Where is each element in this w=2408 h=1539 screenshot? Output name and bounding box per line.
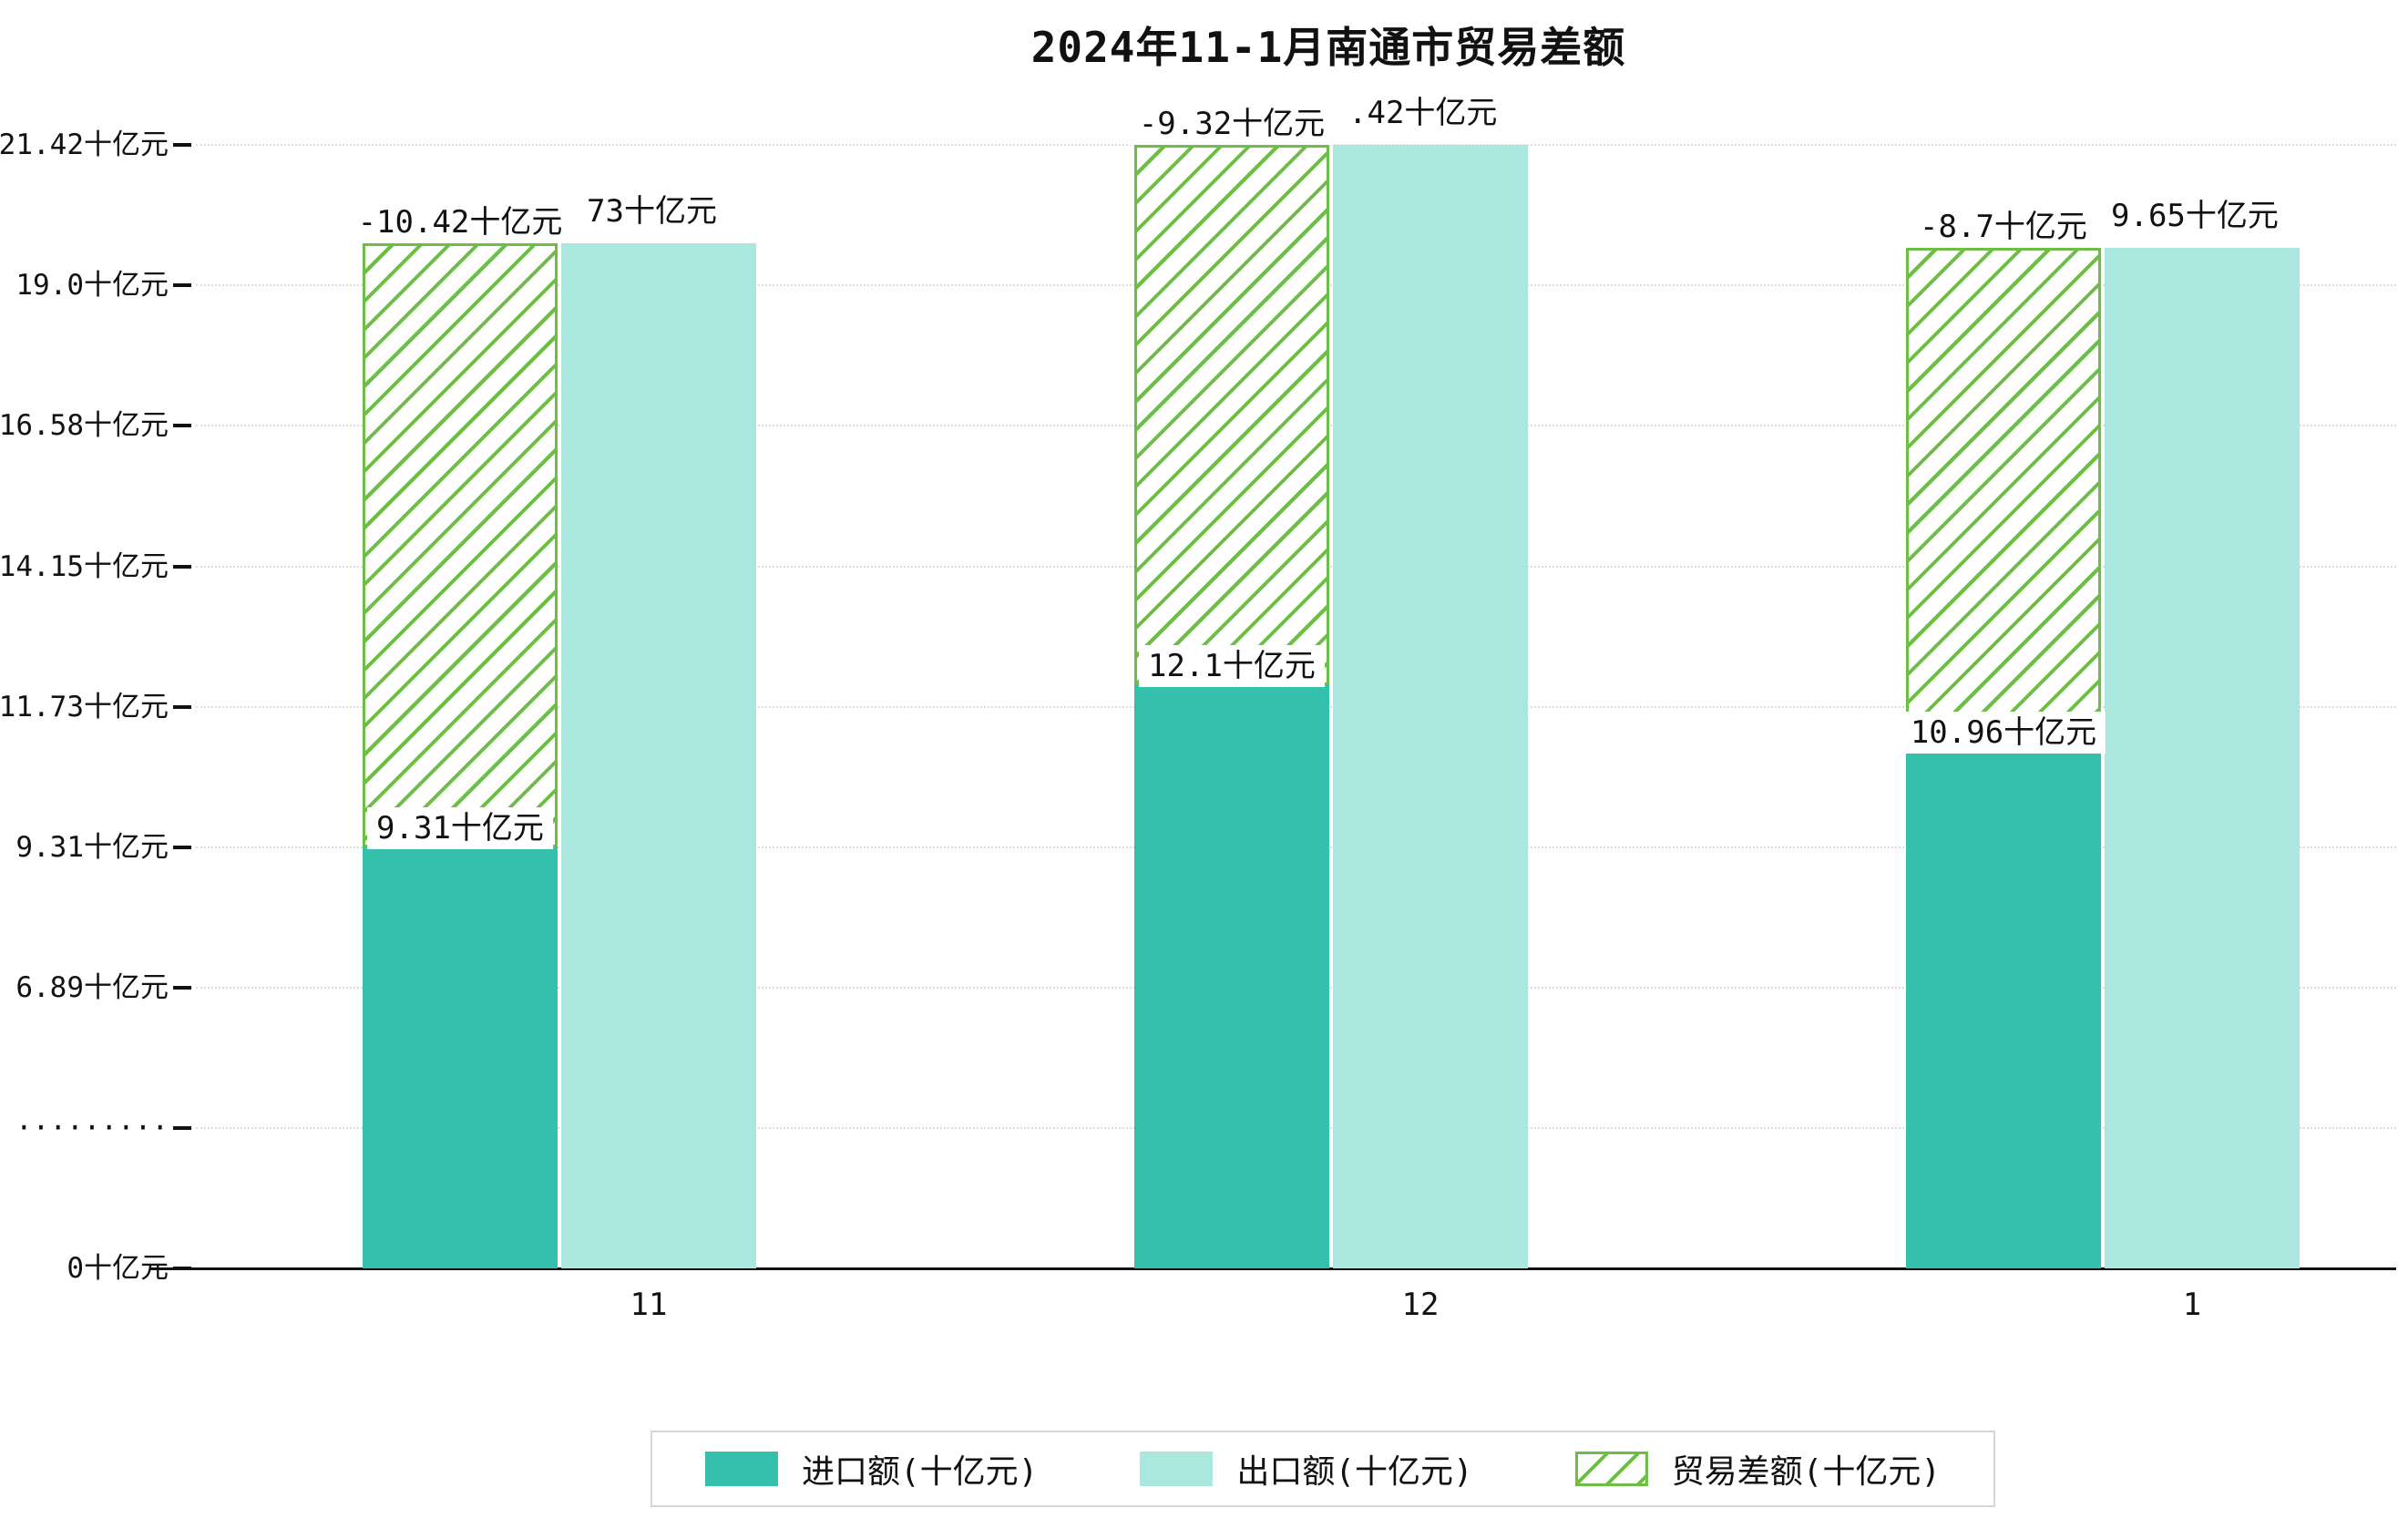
legend-label-trade-balance: 贸易差额(十亿元) bbox=[1671, 1453, 1942, 1491]
y-axis-tick-label: 9.31十亿元 bbox=[15, 831, 169, 864]
legend-item-trade-balance: 贸易差额(十亿元) bbox=[1574, 1445, 1942, 1493]
legend-swatch-export bbox=[1140, 1452, 1214, 1486]
x-axis-tick-label: 11 bbox=[630, 1287, 668, 1323]
y-axis-tick-mark bbox=[173, 986, 191, 990]
trade-balance-value-label: -10.42十亿元 bbox=[348, 201, 572, 243]
legend-swatch-trade-balance bbox=[1574, 1452, 1648, 1486]
trade-balance-bar bbox=[363, 243, 558, 847]
legend-item-export: 出口额(十亿元) bbox=[1140, 1445, 1473, 1493]
import-value-label: 10.96十亿元 bbox=[1901, 712, 2106, 754]
export-value-label: 9.65十亿元 bbox=[2102, 195, 2288, 237]
import-bar bbox=[1906, 752, 2101, 1268]
x-axis-tick-label: 1 bbox=[2182, 1287, 2202, 1323]
y-axis-tick-label: 6.89十亿元 bbox=[15, 971, 169, 1004]
import-bar bbox=[1134, 685, 1329, 1268]
y-axis-tick-mark bbox=[173, 143, 191, 147]
y-axis-tick-label: ········· bbox=[15, 1112, 169, 1144]
y-axis-tick-mark bbox=[173, 424, 191, 427]
import-value-label: 12.1十亿元 bbox=[1139, 645, 1325, 687]
y-axis-tick-label: 11.73十亿元 bbox=[0, 691, 169, 723]
export-bar bbox=[561, 243, 756, 1268]
y-axis-tick-label: 14.15十亿元 bbox=[0, 550, 169, 583]
export-bar bbox=[2105, 248, 2300, 1268]
y-axis-tick-label: 21.42十亿元 bbox=[0, 128, 169, 161]
chart-title: 2024年11-1月南通市贸易差额 bbox=[1030, 23, 1626, 72]
export-bar bbox=[1333, 145, 1528, 1268]
y-axis-tick-mark bbox=[173, 846, 191, 849]
legend-swatch-import bbox=[704, 1452, 778, 1486]
y-axis-tick-mark bbox=[173, 283, 191, 287]
import-value-label: 9.31十亿元 bbox=[367, 807, 553, 849]
y-axis-tick-label: 16.58十亿元 bbox=[0, 409, 169, 442]
x-axis-line bbox=[150, 1267, 2396, 1270]
y-axis-tick-label: 19.0十亿元 bbox=[15, 269, 169, 302]
export-value-label: 73十亿元 bbox=[578, 190, 726, 232]
y-axis-tick-mark bbox=[173, 565, 191, 569]
export-value-label: .42十亿元 bbox=[1339, 92, 1507, 134]
legend-item-import: 进口额(十亿元) bbox=[704, 1445, 1039, 1493]
trade-balance-bar bbox=[1134, 145, 1329, 685]
import-bar bbox=[363, 847, 558, 1268]
y-axis-tick-mark bbox=[173, 1126, 191, 1130]
legend: 进口额(十亿元) 出口额(十亿元) 贸易差额(十亿元) bbox=[650, 1431, 1996, 1507]
y-axis-tick-mark bbox=[173, 705, 191, 709]
trade-balance-value-label: -9.32十亿元 bbox=[1129, 103, 1335, 145]
trade-balance-value-label: -8.7十亿元 bbox=[1911, 206, 2096, 248]
legend-label-export: 出口额(十亿元) bbox=[1236, 1453, 1473, 1491]
trade-balance-bar bbox=[1906, 248, 2101, 752]
x-axis-tick-label: 12 bbox=[1401, 1287, 1440, 1323]
legend-label-import: 进口额(十亿元) bbox=[801, 1453, 1039, 1491]
